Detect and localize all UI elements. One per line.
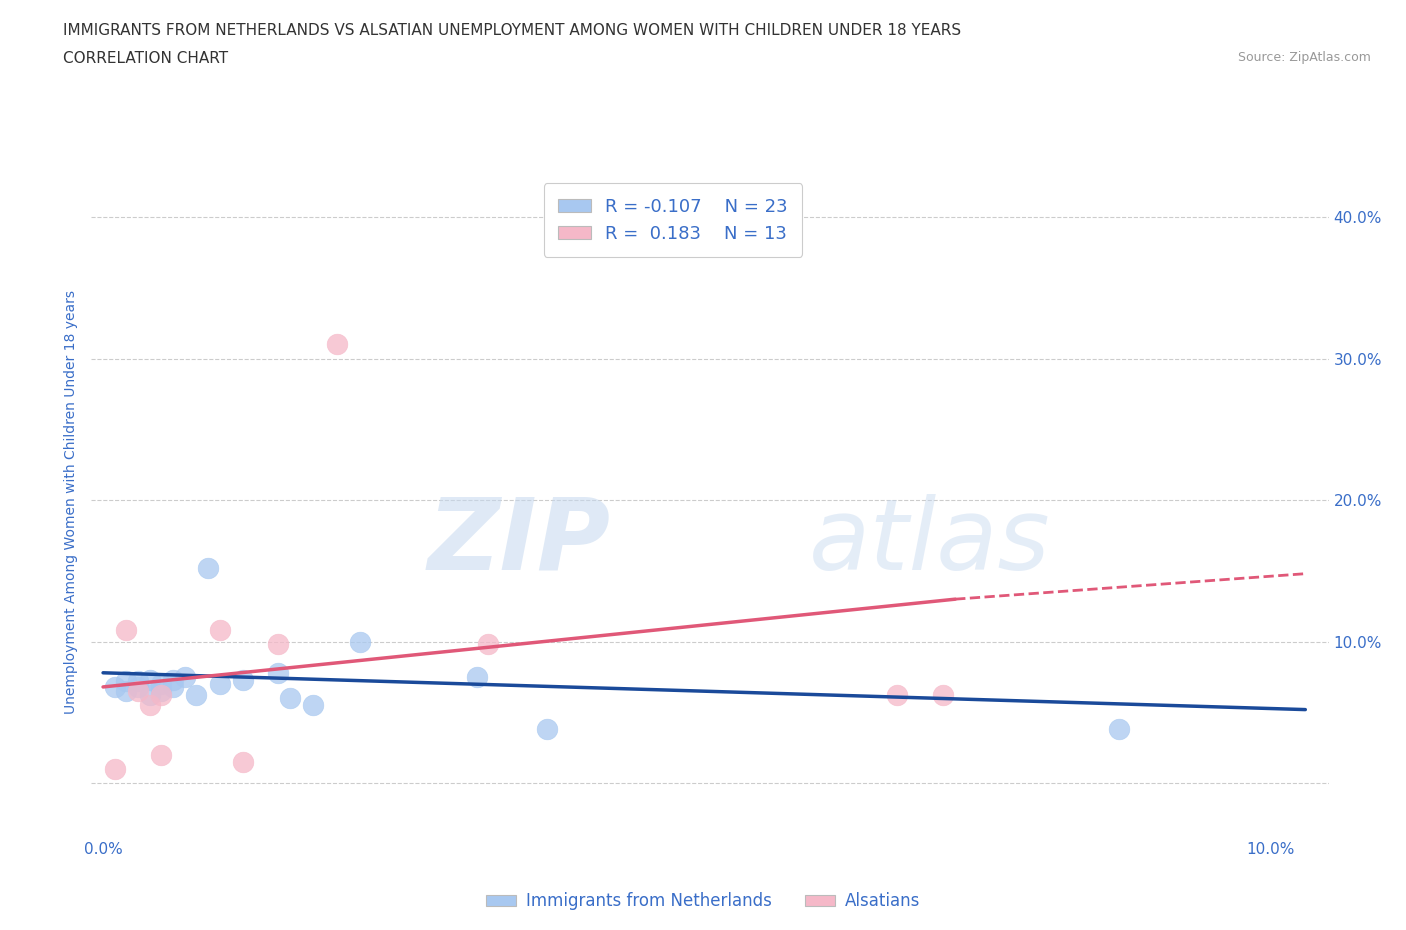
Point bbox=[267, 665, 290, 680]
Text: IMMIGRANTS FROM NETHERLANDS VS ALSATIAN UNEMPLOYMENT AMONG WOMEN WITH CHILDREN U: IMMIGRANTS FROM NETHERLANDS VS ALSATIAN … bbox=[63, 23, 962, 38]
Text: Source: ZipAtlas.com: Source: ZipAtlas.com bbox=[1237, 51, 1371, 64]
Point bbox=[150, 688, 173, 703]
Point bbox=[162, 680, 184, 695]
Point bbox=[104, 762, 127, 777]
Point bbox=[302, 698, 325, 712]
Point bbox=[886, 688, 908, 703]
Point bbox=[267, 637, 290, 652]
Point bbox=[150, 684, 173, 698]
Legend: Immigrants from Netherlands, Alsatians: Immigrants from Netherlands, Alsatians bbox=[479, 885, 927, 917]
Y-axis label: Unemployment Among Women with Children Under 18 years: Unemployment Among Women with Children U… bbox=[65, 290, 79, 714]
Point bbox=[232, 672, 254, 687]
Point bbox=[232, 754, 254, 769]
Point bbox=[208, 677, 231, 692]
Point bbox=[150, 677, 173, 692]
Point bbox=[150, 748, 173, 763]
Point bbox=[197, 561, 219, 576]
Text: ZIP: ZIP bbox=[427, 494, 612, 591]
Point bbox=[932, 688, 955, 703]
Point bbox=[186, 688, 208, 703]
Point bbox=[115, 684, 138, 698]
Point bbox=[139, 672, 162, 687]
Point bbox=[465, 670, 488, 684]
Legend: R = -0.107    N = 23, R =  0.183    N = 13: R = -0.107 N = 23, R = 0.183 N = 13 bbox=[544, 183, 803, 257]
Point bbox=[162, 672, 184, 687]
Point bbox=[104, 680, 127, 695]
Point bbox=[139, 698, 162, 712]
Point bbox=[127, 684, 149, 698]
Point bbox=[325, 337, 347, 352]
Text: CORRELATION CHART: CORRELATION CHART bbox=[63, 51, 228, 66]
Point bbox=[173, 670, 195, 684]
Point bbox=[349, 634, 371, 649]
Point bbox=[278, 691, 301, 706]
Point bbox=[115, 674, 138, 689]
Point bbox=[139, 688, 162, 703]
Point bbox=[127, 674, 149, 689]
Text: atlas: atlas bbox=[808, 494, 1050, 591]
Point bbox=[208, 623, 231, 638]
Point bbox=[1108, 722, 1130, 737]
Point bbox=[536, 722, 558, 737]
Point bbox=[477, 637, 499, 652]
Point bbox=[127, 680, 149, 695]
Point bbox=[115, 623, 138, 638]
